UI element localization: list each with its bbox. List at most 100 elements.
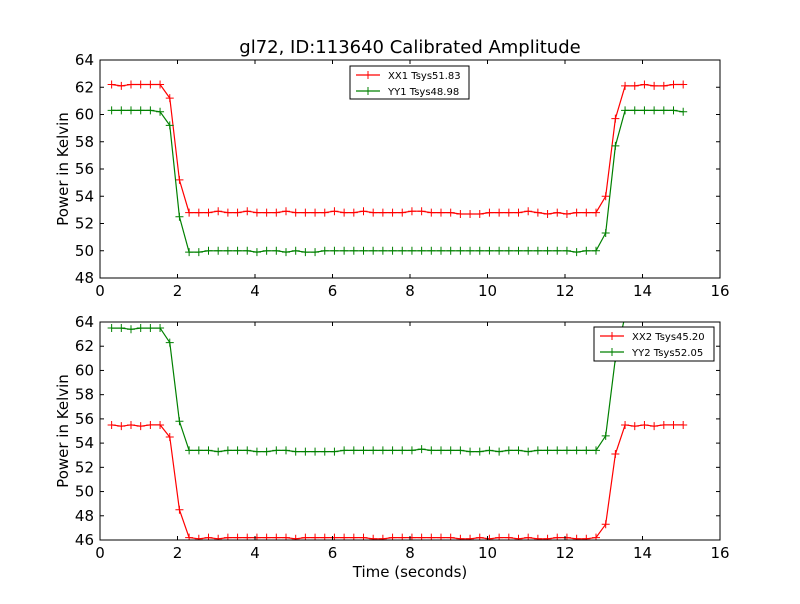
data-point (407, 533, 416, 540)
data-point (146, 324, 155, 333)
data-point (562, 446, 571, 455)
data-point (650, 81, 659, 90)
legend-marker (608, 332, 616, 340)
data-point (301, 447, 310, 456)
data-point (252, 208, 261, 217)
data-point (272, 208, 281, 217)
data-point (543, 246, 552, 255)
data-point (156, 420, 165, 429)
data-point (630, 106, 639, 115)
y-tick-label: 48 (75, 269, 94, 287)
top-plot-panel: 0 2 4 6 8 10 12 14 16 48 50 52 54 56 58 60 62 64 Power in … (54, 51, 730, 300)
data-point (378, 446, 387, 455)
data-point (291, 246, 300, 255)
legend-label: YY1 Tsys48.98 (387, 87, 459, 98)
data-point (175, 212, 184, 221)
data-point (407, 446, 416, 455)
legend-marker (364, 71, 372, 79)
data-point (466, 209, 475, 218)
data-point (650, 106, 659, 115)
data-point (485, 534, 494, 540)
legend-label: YY2 Tsys52.05 (631, 348, 703, 359)
data-point (495, 208, 504, 217)
data-point (562, 533, 571, 540)
data-point (456, 246, 465, 255)
data-point (233, 533, 242, 540)
data-point (359, 246, 368, 255)
data-point (359, 446, 368, 455)
data-point (204, 446, 213, 455)
data-point (601, 229, 610, 238)
data-point (185, 248, 194, 257)
data-point (369, 246, 378, 255)
data-point (165, 338, 174, 347)
data-point (582, 246, 591, 255)
data-point (543, 209, 552, 218)
data-point (533, 534, 542, 540)
data-point (582, 446, 591, 455)
data-point (311, 533, 320, 540)
data-point (349, 446, 358, 455)
data-point (495, 447, 504, 456)
data-point (437, 533, 445, 540)
data-point (388, 533, 397, 540)
data-point (572, 446, 581, 455)
data-point (495, 533, 504, 540)
x-tick-label: 6 (328, 544, 338, 562)
data-point (553, 533, 562, 540)
data-point (252, 533, 261, 540)
data-point (572, 248, 581, 257)
data-point (601, 192, 610, 201)
data-point (107, 106, 116, 115)
data-point (562, 246, 571, 255)
data-point (301, 208, 310, 217)
y-axis-label: Power in Kelvin (54, 374, 72, 488)
data-point (233, 446, 242, 455)
data-point (417, 533, 426, 540)
data-point (427, 446, 436, 455)
series-2 (107, 106, 688, 257)
data-point (262, 208, 271, 217)
data-point (592, 533, 600, 540)
legend: XX1 Tsys51.83 YY1 Tsys48.98 (349, 65, 470, 100)
data-point (582, 534, 591, 540)
x-tick-label: 0 (95, 282, 105, 300)
data-point (252, 447, 261, 456)
data-point (437, 446, 445, 455)
data-point (485, 208, 494, 217)
y-tick-label: 64 (75, 51, 94, 69)
data-point (533, 446, 542, 455)
data-point (194, 534, 203, 540)
data-point (650, 422, 659, 431)
data-point (262, 447, 271, 456)
data-point (437, 246, 445, 255)
data-point (592, 246, 600, 255)
y-tick-label: 50 (75, 242, 94, 260)
data-point (311, 248, 320, 257)
y-tick-label: 58 (75, 386, 94, 404)
data-point (282, 446, 290, 455)
data-point (369, 208, 378, 217)
data-point (204, 246, 213, 255)
data-point (514, 446, 523, 455)
series-1 (107, 420, 688, 540)
x-tick-label: 14 (633, 544, 652, 562)
data-point (107, 80, 116, 89)
data-point (388, 446, 397, 455)
data-point (107, 324, 116, 333)
data-point (621, 106, 630, 115)
x-tick-label: 8 (405, 544, 415, 562)
legend-box (593, 326, 715, 362)
x-tick-label: 2 (173, 544, 183, 562)
data-point (398, 246, 407, 255)
data-point (621, 81, 630, 90)
data-point (146, 106, 155, 115)
data-point (504, 208, 513, 217)
data-point (669, 80, 678, 89)
data-point (330, 533, 339, 540)
data-point (611, 450, 620, 459)
data-point (475, 209, 484, 218)
data-point (243, 246, 252, 255)
data-point (553, 446, 562, 455)
data-point (572, 208, 581, 217)
